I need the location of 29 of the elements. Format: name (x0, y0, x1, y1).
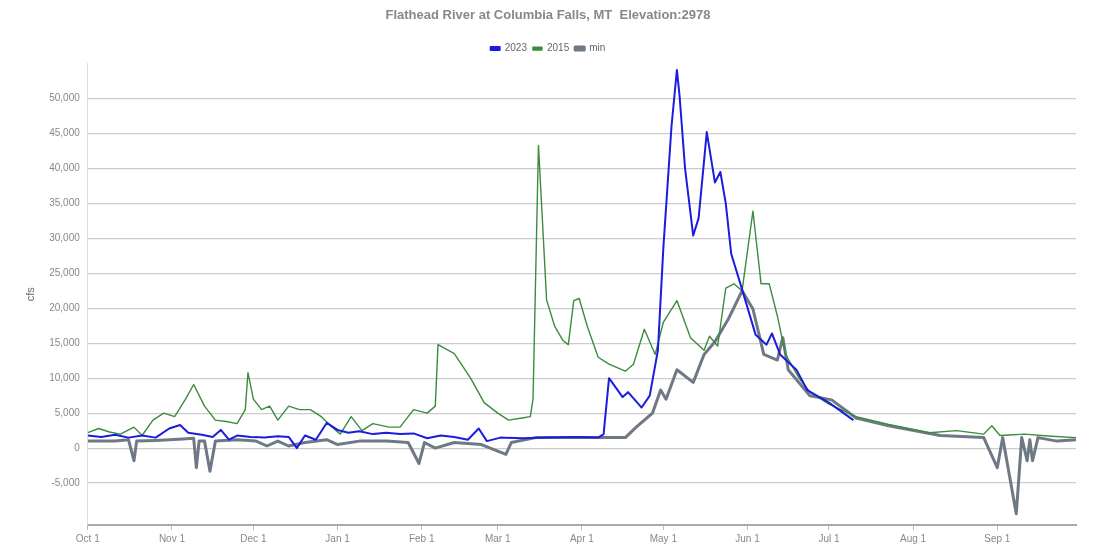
y-tick-label: 25,000 (49, 267, 81, 279)
legend-label: 2015 (546, 42, 570, 54)
x-tick-label: Jul 1 (818, 532, 840, 544)
y-tick-label: -5,000 (51, 476, 81, 488)
x-tick-label: Dec 1 (240, 532, 267, 544)
y-tick-label: 0 (74, 441, 81, 453)
y-tick-label: 40,000 (49, 162, 81, 174)
legend-label: min (589, 42, 606, 54)
chart-title: Flathead River at Columbia Falls, MT Elevation:2978 (385, 7, 711, 23)
legend-label: 2023 (504, 42, 528, 54)
y-axis-title: cfs (23, 286, 36, 302)
x-tick-label: Aug 1 (900, 532, 927, 544)
x-tick-label: May 1 (649, 532, 678, 544)
x-tick-label: Feb 1 (408, 532, 435, 544)
y-tick-label: 10,000 (49, 371, 81, 383)
x-tick-label: Apr 1 (569, 532, 595, 544)
x-tick-label: Mar 1 (484, 532, 511, 544)
x-tick-label: Nov 1 (158, 532, 186, 544)
x-tick-label: Oct 1 (75, 532, 101, 544)
y-tick-label: 30,000 (49, 232, 81, 244)
y-tick-label: 20,000 (49, 302, 81, 314)
y-tick-label: 50,000 (49, 92, 81, 104)
x-tick-label: Sep 1 (984, 532, 1011, 544)
y-tick-label: 35,000 (49, 197, 81, 209)
y-tick-label: 5,000 (54, 406, 81, 418)
x-tick-label: Jan 1 (325, 532, 351, 544)
y-tick-label: 45,000 (49, 127, 81, 139)
x-tick-label: Jun 1 (735, 532, 761, 544)
y-tick-label: 15,000 (49, 336, 81, 348)
